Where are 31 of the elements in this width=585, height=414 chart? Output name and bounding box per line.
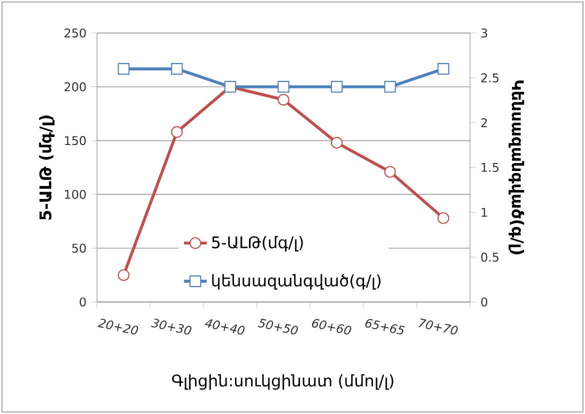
y-tick-label: 250 xyxy=(64,28,86,38)
y2-tick-label: 2 xyxy=(481,118,487,128)
point xyxy=(118,269,130,281)
x-axis-title: Գլիցին:սուկցինատ (մմոլ/լ) xyxy=(172,374,394,390)
point xyxy=(278,94,290,106)
legend-label: կենսազանգված(գ/լ) xyxy=(212,274,380,290)
y-tick-label: 200 xyxy=(64,82,86,92)
point xyxy=(330,136,343,149)
y-tick-label: 0 xyxy=(80,297,86,307)
y-tick-label: 50 xyxy=(72,244,86,253)
y2-axis-title: Կենսազանգված(գ/լ) xyxy=(508,80,524,254)
x-tick-label: 70+70 xyxy=(418,318,458,334)
point xyxy=(171,126,183,138)
y-tick-label: 100 xyxy=(65,190,86,199)
x-tick-label: 65+65 xyxy=(365,319,405,334)
x-tick-label: 40+40 xyxy=(204,319,245,334)
y2-tick-label: 1 xyxy=(482,208,487,217)
y2-tick-label: 1.5 xyxy=(482,163,498,172)
y-axis-title: 5-ԱԼԹ (մգ/լ) xyxy=(39,116,55,220)
y2-tick-label: 0.5 xyxy=(481,252,498,262)
x-tick-label: 60+60 xyxy=(312,319,352,334)
y2-tick-label: 2.5 xyxy=(481,73,498,82)
y2-tick-label: 0 xyxy=(481,297,488,307)
x-tick-label: 30+30 xyxy=(151,318,192,334)
x-tick-label: 50+50 xyxy=(258,318,298,334)
y2-tick-label: 3 xyxy=(481,28,488,38)
legend-label: 5-ԱԼԹ(մգ/լ) xyxy=(212,236,303,252)
point xyxy=(437,212,450,224)
x-tick-label: 20+20 xyxy=(98,318,138,334)
point xyxy=(384,166,396,178)
y-tick-label: 150 xyxy=(65,136,86,146)
